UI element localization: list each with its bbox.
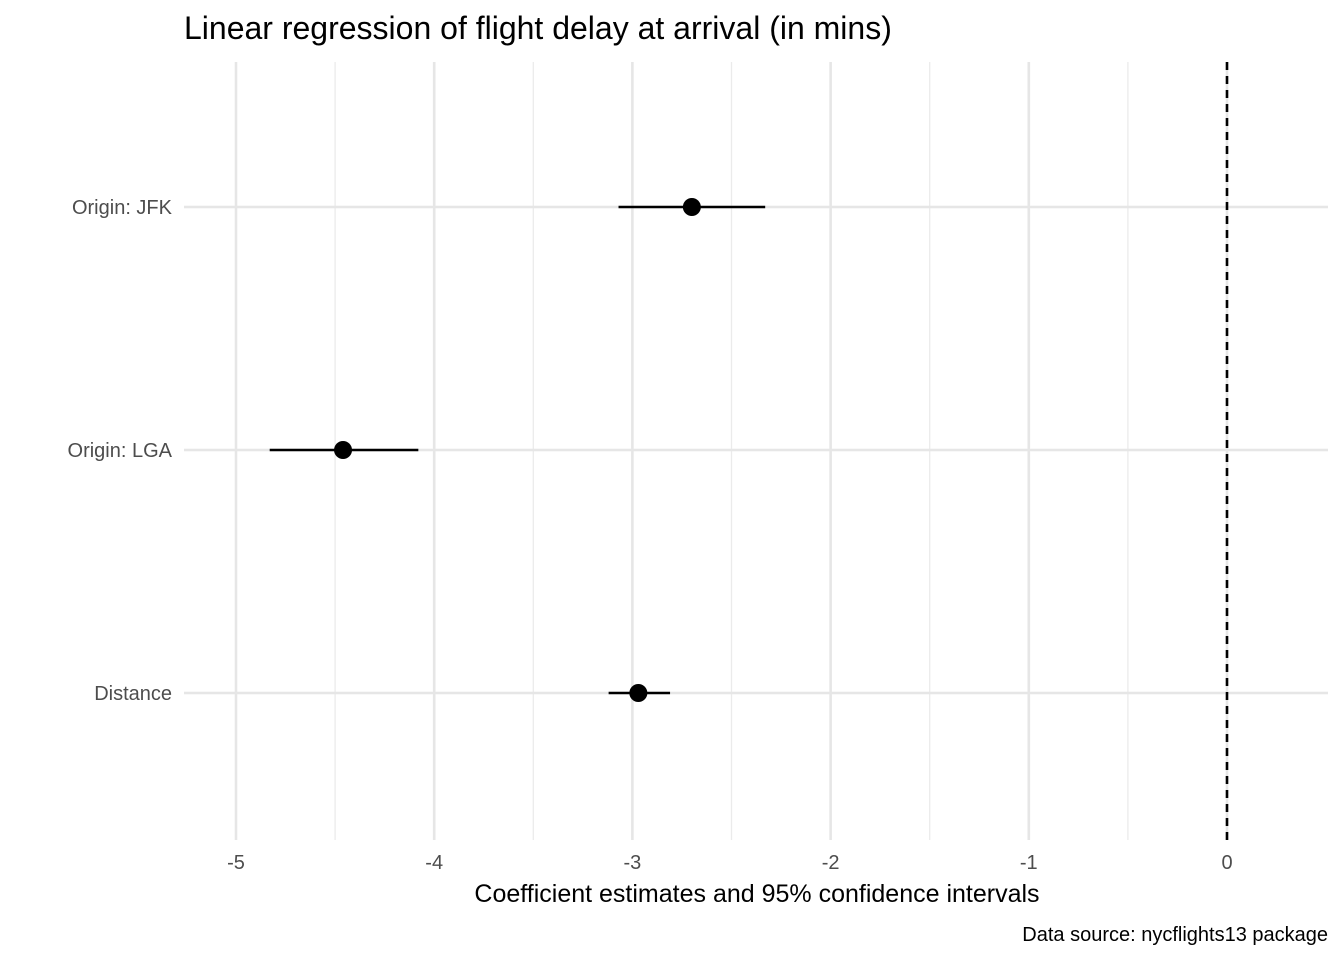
x-tick-label: -4 (425, 852, 443, 874)
y-tick-label: Origin: LGA (68, 440, 173, 462)
x-axis-ticks: -5 -4 -3 -2 -1 0 (227, 852, 1232, 874)
estimate-point (682, 198, 701, 216)
y-axis-ticks: Origin: JFK Origin: LGA Distance (68, 197, 173, 705)
chart-caption: Data source: nycflights13 package (1022, 924, 1328, 946)
y-tick-label: Origin: JFK (72, 197, 173, 219)
x-tick-label: 0 (1221, 852, 1232, 874)
estimate-point (629, 684, 648, 702)
estimate-point (334, 441, 353, 459)
x-axis-label: Coefficient estimates and 95% confidence… (474, 880, 1039, 908)
x-tick-label: -2 (822, 852, 840, 874)
x-tick-label: -1 (1020, 852, 1038, 874)
chart-title: Linear regression of flight delay at arr… (184, 10, 892, 46)
plot-marks (269, 198, 766, 702)
x-tick-label: -3 (624, 852, 642, 874)
x-tick-label: -5 (227, 852, 245, 874)
y-tick-label: Distance (94, 683, 172, 705)
